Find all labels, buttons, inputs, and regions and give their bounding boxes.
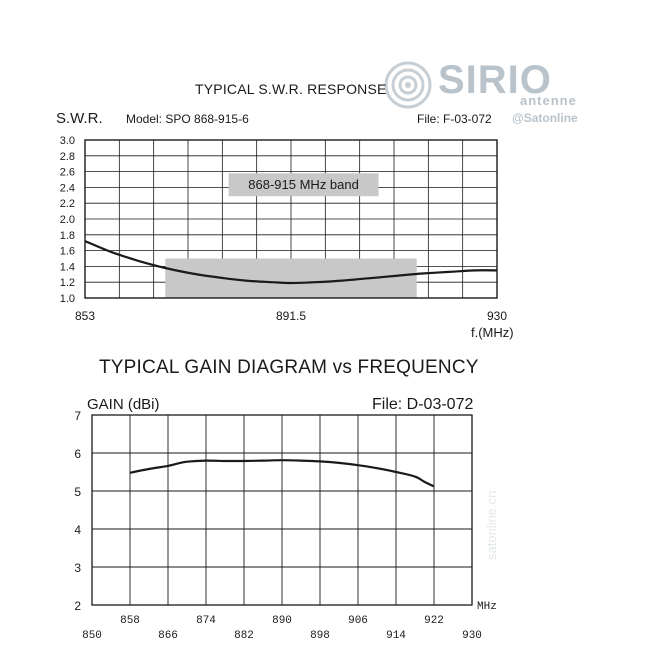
- gain-chart: 2 3 4 5 6 7 858 874 890 906 922 850 866 882 898 914 930…: [74, 409, 497, 642]
- gain-x-tick-labels: 858 874 890 906 922 850 866 882 898 914 930: [82, 615, 482, 642]
- gain-file-label: File: D-03-072: [372, 396, 474, 413]
- swr-y-tick-label: 2.0: [60, 214, 75, 226]
- sirio-logo-word: SIRIO: [438, 58, 552, 102]
- swr-y-tick-label: 1.8: [60, 230, 75, 242]
- gain-y-tick-label: 7: [74, 409, 81, 423]
- swr-y-tick-label: 1.6: [60, 246, 75, 258]
- swr-band-label: 868-915 MHz band: [228, 173, 379, 197]
- swr-series-line: [84, 240, 498, 285]
- gain-y-tick-label: 2: [74, 599, 81, 613]
- gain-y-tick-label: 5: [74, 485, 81, 499]
- swr-band-label-text: 868-915 MHz band: [248, 177, 359, 192]
- gain-x-tick-label-upper: 874: [196, 615, 216, 627]
- gain-series-line: [129, 459, 435, 488]
- swr-x-tick-label: 930: [487, 309, 507, 323]
- gain-x-tick-label-lower: 882: [234, 630, 254, 642]
- gain-x-tick-label-lower: 866: [158, 630, 178, 642]
- gain-x-tick-label-upper: 906: [348, 615, 368, 627]
- gain-plot-border: [91, 414, 473, 606]
- gain-x-tick-label-lower: 850: [82, 630, 102, 642]
- gain-x-tick-label-lower: 898: [310, 630, 330, 642]
- gain-y-tick-label: 3: [74, 561, 81, 575]
- gain-x-tick-label-upper: 858: [120, 615, 140, 627]
- swr-y-tick-label: 1.4: [60, 261, 75, 273]
- gain-y-tick-label: 6: [74, 447, 81, 461]
- swr-frame: [84, 139, 498, 299]
- gain-chart-title: TYPICAL GAIN DIAGRAM vs FREQUENCY: [99, 357, 479, 378]
- swr-y-tick-label: 2.4: [60, 182, 75, 194]
- swr-y-tick-label: 1.0: [60, 293, 75, 305]
- gain-grid: [92, 415, 472, 605]
- gain-x-axis-label: MHz: [477, 601, 497, 613]
- swr-file-label: File: F-03-072: [417, 112, 492, 126]
- swr-y-tick-label: 2.2: [60, 198, 75, 210]
- gain-y-axis-label: GAIN (dBi): [87, 396, 160, 413]
- gain-x-tick-label-upper: 922: [424, 615, 444, 627]
- gain-frame: [91, 414, 473, 606]
- gain-y-tick-label: 4: [74, 523, 81, 537]
- swr-y-axis-label: S.W.R.: [56, 110, 103, 127]
- watermark-handle: @Satonline: [512, 111, 578, 125]
- gain-x-tick-label-upper: 890: [272, 615, 292, 627]
- sirio-logo-subtitle: antenne: [520, 93, 577, 108]
- swr-y-tick-label: 1.2: [60, 277, 75, 289]
- swr-plot-border: [84, 139, 498, 299]
- swr-y-tick-label: 3.0: [60, 135, 75, 147]
- swr-x-tick-label: 853: [75, 309, 95, 323]
- swr-chart: 868-915 MHz band 1.0 1.2 1.4 1.6 1.8 2.0 2.2 2.…: [60, 135, 514, 340]
- swr-chart-title: TYPICAL S.W.R. RESPONSE: [195, 81, 387, 97]
- gain-x-tick-label-lower: 930: [462, 630, 482, 642]
- swr-x-tick-label: 891.5: [276, 309, 306, 323]
- swr-model-label: Model: SPO 868-915-6: [126, 112, 249, 126]
- swr-y-tick-label: 2.8: [60, 151, 75, 163]
- swr-x-axis-label: f.(MHz): [471, 325, 514, 340]
- gain-x-tick-label-lower: 914: [386, 630, 406, 642]
- swr-y-tick-labels: 1.0 1.2 1.4 1.6 1.8 2.0 2.2 2.4 2.6 2.8 3.0: [60, 135, 75, 305]
- sirio-logo-icon: [384, 61, 432, 109]
- swr-y-tick-label: 2.6: [60, 167, 75, 179]
- gain-y-tick-labels: 2 3 4 5 6 7: [74, 409, 81, 613]
- swr-x-tick-labels: 853 891.5 930: [75, 309, 507, 323]
